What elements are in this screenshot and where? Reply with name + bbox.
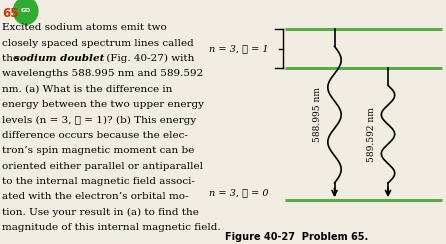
Text: (Fig. 40-27) with: (Fig. 40-27) with: [103, 54, 194, 63]
Text: n = 3, ℓ = 1: n = 3, ℓ = 1: [209, 44, 268, 53]
Text: tron’s spin magnetic moment can be: tron’s spin magnetic moment can be: [2, 146, 194, 155]
Text: 589.592 nm: 589.592 nm: [367, 107, 376, 162]
Text: oriented either parallel or antiparallel: oriented either parallel or antiparallel: [2, 162, 203, 171]
Circle shape: [13, 0, 38, 24]
Text: n = 3, ℓ = 0: n = 3, ℓ = 0: [209, 189, 268, 198]
Text: closely spaced spectrum lines called: closely spaced spectrum lines called: [2, 39, 194, 48]
Text: 588.995 nm: 588.995 nm: [313, 87, 322, 142]
Text: the: the: [2, 54, 23, 63]
Text: energy between the two upper energy: energy between the two upper energy: [2, 100, 204, 109]
Text: 65: 65: [2, 7, 19, 20]
Text: GO: GO: [21, 9, 31, 13]
Text: magnitude of this internal magnetic field.: magnitude of this internal magnetic fiel…: [2, 223, 221, 232]
Text: ated with the electron’s orbital mo-: ated with the electron’s orbital mo-: [2, 192, 189, 201]
Text: Figure 40-27  Problem 65.: Figure 40-27 Problem 65.: [225, 232, 368, 242]
Text: difference occurs because the elec-: difference occurs because the elec-: [2, 131, 188, 140]
Text: sodium doublet: sodium doublet: [14, 54, 105, 63]
Text: tion. Use your result in (a) to find the: tion. Use your result in (a) to find the: [2, 208, 199, 217]
Text: to the internal magnetic field associ-: to the internal magnetic field associ-: [2, 177, 195, 186]
Text: nm. (a) What is the difference in: nm. (a) What is the difference in: [2, 85, 173, 94]
Text: levels (n = 3, ℓ = 1)? (b) This energy: levels (n = 3, ℓ = 1)? (b) This energy: [2, 115, 197, 124]
Text: Excited sodium atoms emit two: Excited sodium atoms emit two: [2, 23, 167, 32]
Text: wavelengths 588.995 nm and 589.592: wavelengths 588.995 nm and 589.592: [2, 69, 203, 78]
